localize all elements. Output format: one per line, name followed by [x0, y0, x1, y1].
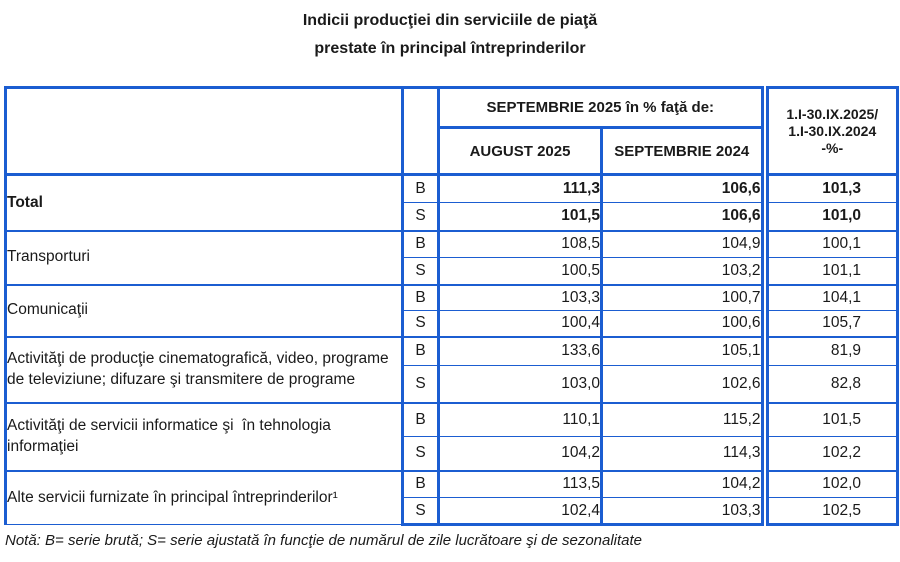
header-row-sub: AUGUST 2025 SEPTEMBRIE 2024 — [6, 126, 898, 176]
row-label-cinematografie: Activităţi de producţie cinematografică,… — [4, 335, 404, 403]
row-label-comunicatii: Comunicaţii — [4, 283, 404, 337]
series-code-cell: S — [401, 365, 440, 404]
value-cell: 100,5 — [437, 257, 603, 286]
series-code-cell: B — [401, 173, 440, 203]
table-footnote: Notă: B= serie brută; S= serie ajustată … — [5, 532, 643, 549]
table-row: S 104,2 114,3 102,2 — [6, 436, 900, 472]
value-cell: 106,6 — [599, 202, 767, 232]
title-line-2: prestate în principal întreprinderilor — [314, 40, 586, 57]
value-cell: 103,3 — [599, 497, 767, 526]
value-cell: 104,2 — [437, 436, 603, 472]
value-cell: 103,2 — [599, 257, 767, 286]
value-cell: 110,1 — [437, 401, 603, 437]
value-cell: 81,9 — [760, 335, 900, 366]
table-row: S 100,4 100,6 105,7 — [6, 310, 900, 338]
column-header-septembrie-2024: SEPTEMBRIE 2024 — [599, 126, 767, 176]
value-cell: 105,7 — [760, 310, 900, 338]
table-row: Activităţi de producţie cinematografică,… — [4, 335, 900, 403]
series-code-cell: S — [401, 310, 440, 338]
value-cell: 108,5 — [437, 229, 603, 258]
table-row: Transporturi B 108,5 104,9 100,1 — [4, 229, 900, 285]
value-cell: 114,3 — [599, 436, 767, 472]
series-code-cell: S — [401, 497, 440, 526]
value-cell: 104,1 — [760, 283, 900, 311]
value-cell: 101,0 — [760, 202, 900, 232]
page-title: Indicii producţiei din serviciile de pia… — [0, 0, 900, 63]
compare-header: SEPTEMBRIE 2025 în % faţă de: — [436, 86, 767, 129]
table-row: Activităţi de servicii informatice şi în… — [4, 401, 900, 471]
value-cell: 102,2 — [760, 436, 900, 472]
empty-corner-cell — [4, 86, 404, 176]
value-cell: 100,6 — [599, 310, 767, 338]
value-cell: 100,1 — [760, 229, 900, 258]
indices-table: SEPTEMBRIE 2025 în % faţă de: 1.I-30.IX.… — [4, 86, 900, 526]
column-header-august-2025: AUGUST 2025 — [437, 126, 603, 176]
series-code-cell: B — [401, 229, 440, 258]
value-cell: 82,8 — [760, 365, 900, 404]
value-cell: 101,5 — [437, 202, 603, 232]
table-row: S 100,5 103,2 101,1 — [6, 257, 900, 286]
value-cell: 106,6 — [599, 173, 767, 203]
value-cell: 111,3 — [437, 173, 603, 203]
value-cell: 113,5 — [437, 469, 603, 498]
series-code-cell: B — [401, 283, 440, 311]
table-row: Alte servicii furnizate în principal înt… — [4, 469, 900, 525]
period-header-line-3: -%- — [821, 139, 844, 156]
header-row-top: SEPTEMBRIE 2025 în % faţă de: 1.I-30.IX.… — [4, 86, 900, 176]
value-cell: 101,3 — [760, 173, 900, 203]
value-cell: 102,0 — [760, 469, 900, 498]
value-cell: 115,2 — [599, 401, 767, 437]
row-label-transporturi: Transporturi — [4, 229, 404, 285]
value-cell: 104,9 — [599, 229, 767, 258]
value-cell: 105,1 — [599, 335, 767, 366]
series-code-cell: S — [401, 257, 440, 286]
value-cell: 103,3 — [437, 283, 603, 311]
table-row: Total B 111,3 106,6 101,3 — [4, 173, 900, 231]
row-label-alte-servicii: Alte servicii furnizate în principal înt… — [4, 469, 404, 525]
table-body: Total B 111,3 106,6 101,3 S 101,5 106,6 … — [4, 173, 900, 526]
series-code-cell: B — [401, 469, 440, 498]
value-cell: 102,5 — [760, 497, 900, 526]
table-header: SEPTEMBRIE 2025 în % faţă de: 1.I-30.IX.… — [4, 86, 900, 176]
period-header-line-1: 1.I-30.IX.2025/ — [786, 105, 879, 122]
value-cell: 100,4 — [437, 310, 603, 338]
value-cell: 101,5 — [760, 401, 900, 437]
value-cell: 133,6 — [437, 335, 603, 366]
table-row: S 102,4 103,3 102,5 — [6, 497, 900, 526]
period-header-line-2: 1.I-30.IX.2024 — [788, 122, 877, 139]
row-label-total: Total — [4, 173, 404, 231]
series-code-cell: S — [401, 202, 440, 232]
empty-series-header-cell — [401, 86, 440, 176]
value-cell: 101,1 — [760, 257, 900, 286]
value-cell: 103,0 — [437, 365, 603, 404]
title-line-1: Indicii producţiei din serviciile de pia… — [302, 12, 598, 29]
table-row: S 103,0 102,6 82,8 — [6, 365, 900, 404]
value-cell: 102,6 — [599, 365, 767, 404]
series-code-cell: B — [401, 401, 440, 437]
series-code-cell: S — [401, 436, 440, 472]
period-header: 1.I-30.IX.2025/ 1.I-30.IX.2024 -%- — [760, 86, 900, 176]
table-row: S 101,5 106,6 101,0 — [6, 202, 900, 232]
value-cell: 102,4 — [437, 497, 603, 526]
value-cell: 100,7 — [599, 283, 767, 311]
row-label-servicii-informatice: Activităţi de servicii informatice şi în… — [4, 401, 404, 471]
value-cell: 104,2 — [599, 469, 767, 498]
table-row: Comunicaţii B 103,3 100,7 104,1 — [4, 283, 900, 337]
series-code-cell: B — [401, 335, 440, 366]
